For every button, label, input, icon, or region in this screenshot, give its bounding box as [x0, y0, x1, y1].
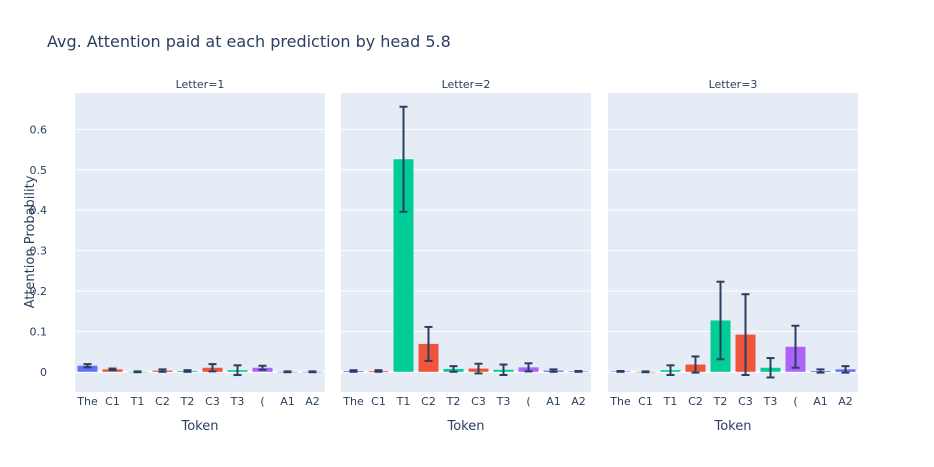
plot-background [608, 93, 858, 392]
plot-background [341, 93, 591, 392]
x-tick-label: T3 [763, 395, 778, 408]
error-bar [233, 364, 242, 377]
y-tick-label: 0.1 [30, 325, 48, 338]
error-bar [424, 325, 433, 362]
x-tick-label: C2 [155, 395, 170, 408]
error-bar [666, 364, 675, 377]
error-bar [283, 370, 292, 374]
error-bar [349, 369, 358, 373]
x-tick-label: A2 [838, 395, 853, 408]
x-tick-label: T2 [180, 395, 195, 408]
bar-The [77, 365, 98, 372]
x-tick-label: C1 [638, 395, 653, 408]
x-tick-label: T1 [130, 395, 145, 408]
y-tick-label: 0.2 [30, 285, 48, 298]
x-tick-label: ( [793, 395, 797, 408]
error-bar [474, 362, 483, 375]
x-tick-label: T2 [713, 395, 728, 408]
error-bar [524, 362, 533, 373]
x-tick-label: A1 [280, 395, 295, 408]
error-bar [158, 368, 167, 373]
error-bar [374, 369, 383, 373]
error-bar [83, 363, 92, 369]
facet-panel-2: Letter=2 The C1 T1 C2 T2 C3 T3 ( A1 A2 Token [341, 78, 591, 434]
x-tick-label: C2 [688, 395, 703, 408]
facet-title: Letter=3 [709, 78, 758, 91]
y-tick-label: 0.6 [30, 123, 48, 136]
x-tick-label: C3 [738, 395, 753, 408]
bar-T1 [393, 159, 414, 372]
x-tick-label: T1 [396, 395, 411, 408]
x-tick-label: A1 [813, 395, 828, 408]
error-bar [791, 324, 800, 369]
error-bar [574, 369, 583, 373]
x-axis-title: Token [447, 419, 485, 434]
error-bar [716, 280, 725, 361]
error-bar [691, 355, 700, 374]
facet-panels: Letter=1 The C1 T1 C2 T2 C3 T3 ( A1 A2 Token 0 0.1 0.2… [30, 78, 858, 434]
facet-panel-1: Letter=1 The C1 T1 C2 T2 C3 T3 ( A1 A2 Token 0 0.1 0.2… [30, 78, 325, 434]
facet-title: Letter=2 [442, 78, 491, 91]
x-tick-label: The [342, 395, 364, 408]
chart-title: Avg. Attention paid at each prediction b… [47, 32, 451, 51]
facet-title: Letter=1 [176, 78, 225, 91]
x-axis-title: Token [181, 419, 219, 434]
x-tick-label: The [76, 395, 98, 408]
x-tick-label: C2 [421, 395, 436, 408]
x-tick-label: C3 [471, 395, 486, 408]
x-tick-label: A2 [305, 395, 320, 408]
error-bar [308, 370, 317, 374]
x-tick-label: C3 [205, 395, 220, 408]
y-axis-title: Attention Probability [23, 175, 38, 308]
error-bar [183, 369, 192, 373]
error-bar [841, 365, 850, 374]
y-tick-label: 0.3 [30, 245, 48, 258]
error-bar [741, 293, 750, 377]
x-tick-label: A1 [546, 395, 561, 408]
error-bar [133, 370, 142, 374]
error-bar [399, 105, 408, 213]
x-tick-label: T3 [496, 395, 511, 408]
x-tick-label: ( [260, 395, 264, 408]
y-tick-label: 0.5 [30, 164, 48, 177]
error-bar [549, 368, 558, 373]
x-tick-label: ( [526, 395, 530, 408]
x-tick-label: C1 [371, 395, 386, 408]
error-bar [108, 367, 117, 372]
facet-panel-3: Letter=3 The C1 T1 C2 T2 C3 T3 ( A1 A2 Token [608, 78, 858, 434]
error-bar [616, 369, 625, 373]
y-tick-label: 0.4 [30, 204, 48, 217]
y-tick-label: 0 [40, 366, 47, 379]
x-tick-label: T1 [663, 395, 678, 408]
error-bar [449, 365, 458, 373]
x-tick-label: A2 [571, 395, 586, 408]
x-tick-label: T3 [230, 395, 245, 408]
x-tick-label: C1 [105, 395, 120, 408]
x-tick-label: T2 [446, 395, 461, 408]
error-bar [258, 364, 267, 371]
error-bar [208, 363, 217, 373]
x-tick-label: The [609, 395, 631, 408]
error-bar [816, 368, 825, 374]
error-bar [499, 363, 508, 377]
plot-background [75, 93, 325, 392]
error-bar [766, 357, 775, 379]
error-bar [641, 370, 650, 374]
x-axis-title: Token [714, 419, 752, 434]
